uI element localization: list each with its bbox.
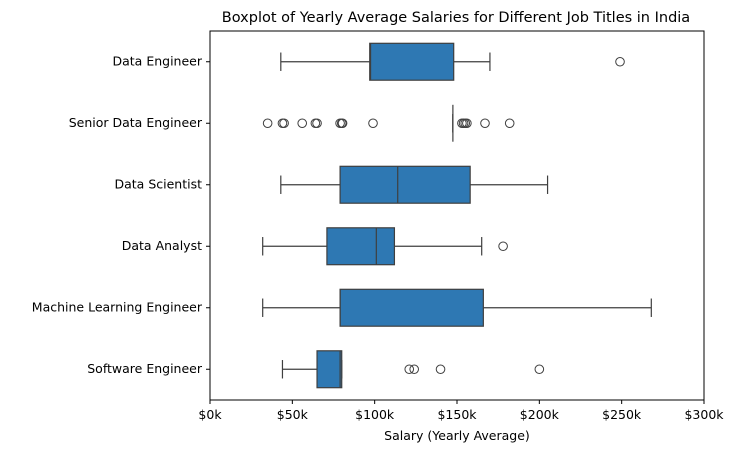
- iqr-box: [326, 227, 396, 266]
- y-tick-label: Data Analyst: [122, 238, 202, 253]
- outlier-point: [480, 118, 490, 129]
- x-tick-label: $200k: [520, 407, 560, 422]
- x-tick-label: $0k: [198, 407, 222, 422]
- outlier-point: [534, 364, 545, 375]
- box-group: [280, 165, 549, 204]
- outlier-point: [615, 56, 625, 67]
- outlier-point: [279, 118, 289, 129]
- outlier-point: [297, 118, 308, 129]
- x-axis-label: Salary (Yearly Average): [384, 428, 530, 443]
- x-tick-label: $100k: [355, 407, 395, 422]
- outlier-point: [462, 118, 472, 129]
- x-tick-label: $300k: [684, 407, 724, 422]
- y-tick-label: Data Engineer: [113, 53, 203, 68]
- y-tick-label: Software Engineer: [87, 361, 203, 376]
- x-tick-label: $250k: [602, 407, 642, 422]
- box-group: [281, 350, 545, 389]
- iqr-box: [339, 288, 484, 327]
- box-group: [280, 42, 625, 81]
- outlier-point: [262, 118, 273, 129]
- box-group: [262, 227, 508, 266]
- box-group: [262, 104, 515, 142]
- outlier-point: [312, 118, 322, 129]
- outlier-point: [504, 118, 515, 129]
- outlier-point: [435, 364, 446, 375]
- iqr-box: [369, 42, 455, 81]
- outlier-point: [409, 364, 419, 375]
- outlier-point: [368, 118, 378, 129]
- box-group: [262, 288, 652, 327]
- outlier-point: [337, 118, 348, 129]
- iqr-box: [339, 165, 471, 204]
- x-tick-label: $150k: [437, 407, 477, 422]
- y-axis: Data Engineer Senior Data Engineer Data Sc…: [32, 53, 210, 376]
- plot-frame: [209, 30, 705, 401]
- outlier-point: [404, 364, 415, 375]
- iqr-box: [316, 350, 343, 389]
- boxes-layer: [262, 42, 652, 389]
- x-axis: $0k $50k $100k $150k $200k $250k $300k: [198, 400, 724, 422]
- y-tick-label: Senior Data Engineer: [69, 115, 203, 130]
- chart-title: Boxplot of Yearly Average Salaries for D…: [222, 10, 690, 26]
- y-tick-label: Data Scientist: [115, 176, 203, 191]
- x-tick-label: $50k: [277, 407, 309, 422]
- outlier-point: [498, 241, 508, 252]
- y-tick-label: Machine Learning Engineer: [32, 299, 203, 314]
